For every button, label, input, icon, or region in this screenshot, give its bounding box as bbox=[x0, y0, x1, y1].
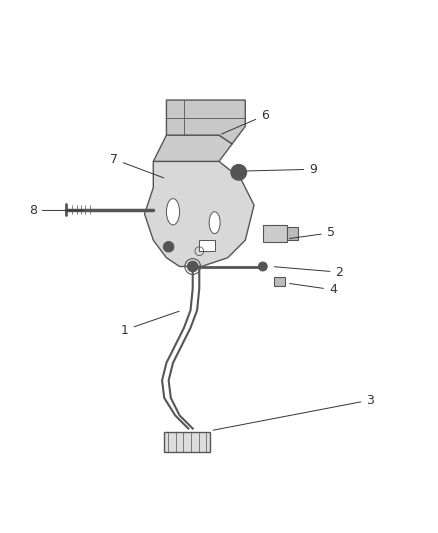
Polygon shape bbox=[166, 100, 245, 144]
Text: 1: 1 bbox=[121, 311, 179, 336]
Bar bbox=[263, 225, 287, 243]
Text: 8: 8 bbox=[29, 204, 83, 217]
Circle shape bbox=[234, 168, 243, 177]
Bar bbox=[274, 277, 285, 286]
Bar bbox=[199, 240, 215, 251]
Circle shape bbox=[187, 261, 198, 272]
Text: 9: 9 bbox=[247, 163, 317, 176]
Ellipse shape bbox=[209, 212, 220, 233]
Text: 3: 3 bbox=[213, 393, 374, 430]
Circle shape bbox=[163, 241, 174, 252]
Circle shape bbox=[231, 165, 247, 180]
Text: 6: 6 bbox=[222, 109, 269, 134]
Circle shape bbox=[258, 262, 267, 271]
Polygon shape bbox=[153, 135, 232, 161]
Bar bbox=[164, 432, 210, 451]
Ellipse shape bbox=[166, 199, 180, 225]
Polygon shape bbox=[145, 161, 254, 266]
Text: 7: 7 bbox=[110, 152, 164, 178]
Bar bbox=[287, 227, 298, 240]
Text: 4: 4 bbox=[290, 283, 337, 296]
Text: 2: 2 bbox=[274, 265, 343, 279]
Text: 5: 5 bbox=[290, 227, 335, 239]
